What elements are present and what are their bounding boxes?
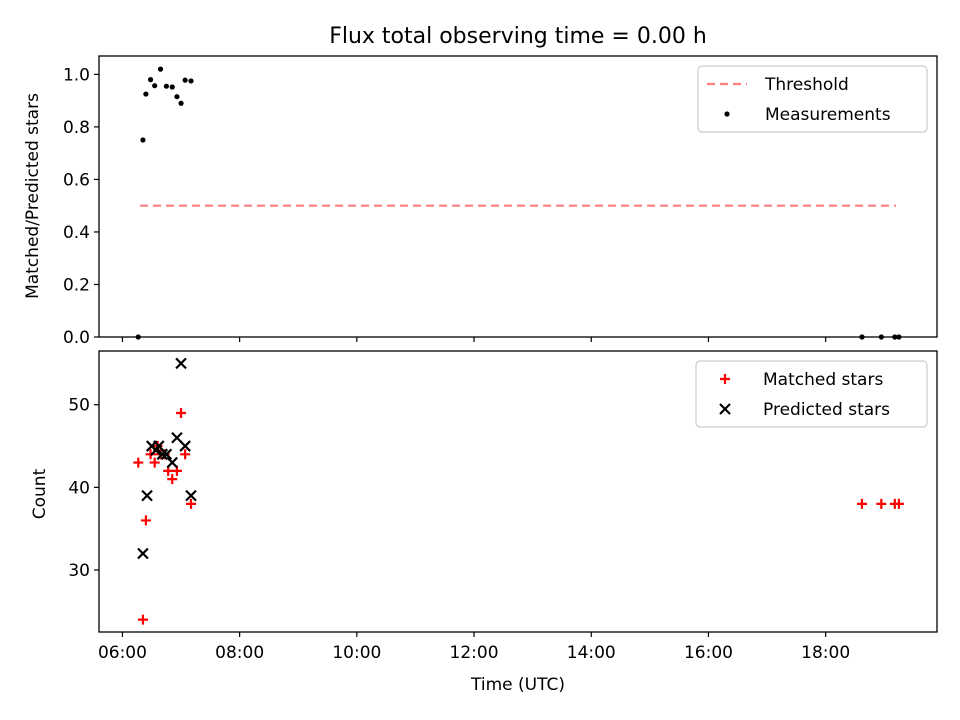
data-point: [176, 407, 187, 418]
y-tick-label: 50: [68, 396, 90, 416]
series-predicted-stars: [137, 357, 197, 560]
y-tick-label: 0.0: [63, 328, 90, 348]
y-tick-label: 30: [68, 561, 90, 581]
y-tick-label: 0.6: [63, 170, 90, 190]
x-tick-label: 10:00: [332, 643, 381, 663]
data-point: [157, 66, 164, 72]
data-point: [175, 357, 187, 370]
data-point: [186, 498, 197, 509]
x-tick-label: 16:00: [684, 643, 733, 663]
data-point: [169, 84, 175, 90]
data-point: [156, 448, 169, 461]
data-point: [140, 515, 151, 526]
plot-frame: [98, 55, 938, 338]
legend: Matched stars Predicted stars: [695, 360, 928, 428]
data-point: [182, 77, 188, 83]
data-point: [143, 91, 149, 97]
data-point: [133, 457, 144, 468]
y-tick-label: 40: [68, 478, 90, 498]
data-point: [166, 456, 179, 469]
data-point: [893, 498, 904, 509]
data-point: [137, 614, 148, 625]
x-tick-label: 06:00: [98, 643, 147, 663]
data-point: [137, 547, 149, 560]
legend-label: Measurements: [765, 105, 891, 125]
series-measurements: [135, 66, 902, 340]
data-point: [180, 449, 191, 460]
legend-label: Matched stars: [763, 370, 883, 390]
x-tick-label: 08:00: [215, 643, 264, 663]
data-point: [163, 83, 169, 89]
legend-box: [695, 360, 928, 428]
data-point: [160, 448, 173, 461]
legend-label: Threshold: [764, 75, 849, 95]
y-tick-label: 1.0: [63, 65, 90, 85]
x-axis-label: Time (UTC): [470, 675, 565, 695]
x-tick-label: 12:00: [450, 643, 499, 663]
data-point: [149, 457, 160, 468]
data-point: [152, 83, 158, 89]
x-tick-label: 18:00: [801, 643, 850, 663]
data-point: [141, 489, 153, 502]
legend: Threshold Measurements: [697, 65, 928, 133]
data-point: [179, 440, 191, 452]
data-point: [140, 137, 146, 143]
x-tick-label: 14:00: [567, 643, 616, 663]
legend-label: Predicted stars: [763, 400, 890, 420]
legend-swatch: [724, 111, 730, 117]
plot-frame: [98, 350, 938, 633]
panel-top: 0.0 0.2 0.4 0.6 0.8 1.0 Matched/Predicted star…: [23, 55, 938, 348]
data-point: [876, 498, 887, 509]
legend-swatch: [720, 374, 730, 384]
y-tick-label: 0.8: [63, 118, 90, 138]
data-point: [856, 498, 867, 509]
legend-box: [697, 65, 928, 133]
panel-bottom: 30 40 50 06:00 08:00 10:00 12:00 14:00 16:00 18:0…: [30, 350, 938, 663]
legend-swatch: [719, 403, 731, 415]
data-point: [185, 489, 197, 502]
data-point: [178, 100, 184, 106]
data-point: [174, 94, 180, 100]
chart-title: Flux total observing time = 0.00 h: [329, 24, 707, 49]
y-tick-label: 0.2: [63, 275, 90, 295]
data-point: [188, 78, 194, 84]
y-axis-label: Matched/Predicted stars: [23, 93, 43, 299]
y-tick-label: 0.4: [63, 223, 90, 243]
data-point: [167, 474, 178, 485]
data-point: [147, 77, 154, 83]
y-axis-label: Count: [30, 468, 50, 519]
